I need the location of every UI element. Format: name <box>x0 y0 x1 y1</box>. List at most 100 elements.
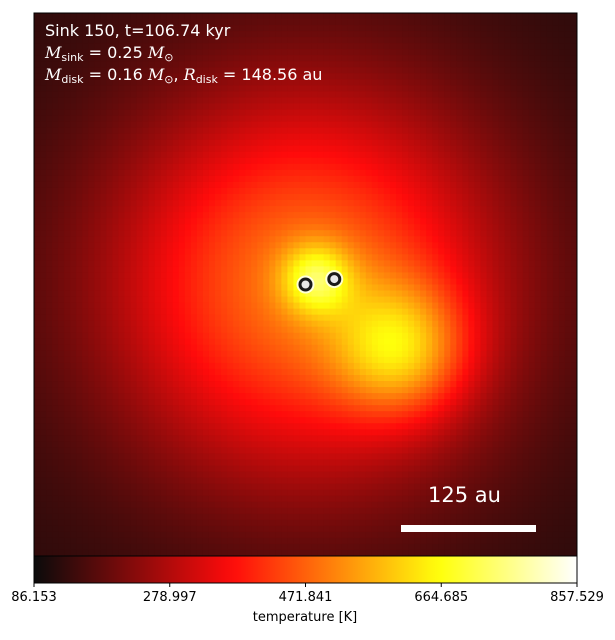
heatmap-cell <box>94 61 101 68</box>
heatmap-cell <box>124 181 132 189</box>
heatmap-cell <box>396 175 403 183</box>
heatmap-cell <box>281 302 288 310</box>
heatmap-cell <box>510 139 518 147</box>
heatmap-cell <box>58 260 65 267</box>
heatmap-cell <box>251 266 258 274</box>
heatmap-cell <box>112 200 120 207</box>
heatmap-cell <box>112 91 120 99</box>
heatmap-cell <box>148 302 156 310</box>
heatmap-cell <box>365 67 373 74</box>
heatmap-cell <box>263 272 270 280</box>
heatmap-cell <box>215 230 222 237</box>
heatmap-cell <box>329 109 337 117</box>
heatmap-cell <box>365 242 373 249</box>
heatmap-cell <box>293 145 301 153</box>
heatmap-cell <box>516 97 524 105</box>
heatmap-cell <box>269 103 276 111</box>
heatmap-cell <box>456 242 463 249</box>
heatmap-cell <box>341 127 349 135</box>
heatmap-cell <box>498 151 506 159</box>
heatmap-cell <box>396 31 403 38</box>
heatmap-cell <box>184 103 192 111</box>
heatmap-cell <box>142 284 150 292</box>
heatmap-cell <box>299 121 307 129</box>
heatmap-cell <box>263 61 270 68</box>
heatmap-cell <box>552 31 560 38</box>
heatmap-cell <box>106 248 114 255</box>
heatmap-cell <box>329 91 337 99</box>
heatmap-cell <box>468 224 476 231</box>
heatmap-cell <box>528 73 536 80</box>
heatmap-cell <box>383 61 391 68</box>
heatmap-cell <box>353 194 361 201</box>
heatmap-cell <box>269 121 276 129</box>
heatmap-cell <box>468 25 476 32</box>
heatmap-cell <box>70 25 77 32</box>
heatmap-cell <box>160 97 168 105</box>
heatmap-cell <box>100 278 107 286</box>
heatmap-cell <box>438 224 445 231</box>
heatmap-cell <box>528 121 536 129</box>
heatmap-cell <box>570 37 577 44</box>
heatmap-cell <box>389 218 397 225</box>
heatmap-cell <box>46 230 53 237</box>
heatmap-cell <box>510 302 518 310</box>
heatmap-cell <box>450 175 457 183</box>
heatmap-cell <box>462 139 469 147</box>
heatmap-cell <box>504 13 512 20</box>
heatmap-cell <box>468 236 476 243</box>
heatmap-cell <box>142 115 150 123</box>
heatmap-cell <box>130 145 138 153</box>
heatmap-cell <box>269 296 276 304</box>
heatmap-cell <box>64 338 71 346</box>
heatmap-cell <box>52 206 59 213</box>
heatmap-cell <box>377 127 385 135</box>
heatmap-cell <box>190 151 198 159</box>
heatmap-cell <box>251 169 258 177</box>
heatmap-cell <box>190 31 198 38</box>
heatmap-cell <box>317 31 325 38</box>
heatmap-cell <box>275 73 282 80</box>
heatmap-cell <box>227 272 234 280</box>
heatmap-cell <box>251 91 258 99</box>
heatmap-cell <box>269 260 276 267</box>
heatmap-cell <box>462 13 469 20</box>
heatmap-cell <box>124 55 132 62</box>
heatmap-cell <box>166 308 174 316</box>
heatmap-cell <box>540 218 548 225</box>
heatmap-cell <box>88 145 95 153</box>
heatmap-cell <box>444 314 451 322</box>
heatmap-cell <box>287 290 295 298</box>
heatmap-cell <box>426 248 433 255</box>
heatmap-cell <box>444 175 451 183</box>
heatmap-cell <box>450 260 457 267</box>
heatmap-cell <box>317 175 325 183</box>
heatmap-cell <box>251 31 258 38</box>
heatmap-cell <box>208 49 216 56</box>
heatmap-cell <box>166 13 174 20</box>
heatmap-cell <box>408 284 415 292</box>
heatmap-cell <box>329 79 337 86</box>
heatmap-cell <box>402 194 409 201</box>
heatmap-cell <box>233 157 240 165</box>
heatmap-cell <box>227 314 234 322</box>
heatmap-cell <box>558 121 566 129</box>
heatmap-cell <box>82 73 89 80</box>
heatmap-cell <box>420 302 427 310</box>
heatmap-cell <box>329 139 337 147</box>
heatmap-cell <box>136 61 144 68</box>
heatmap-cell <box>383 163 391 171</box>
heatmap-cell <box>365 13 373 20</box>
heatmap-cell <box>130 284 138 292</box>
heatmap-cell <box>58 133 65 141</box>
heatmap-cell <box>221 121 228 129</box>
heatmap-cell <box>148 31 156 38</box>
heatmap-cell <box>444 266 451 274</box>
heatmap-cell <box>196 187 204 195</box>
heatmap-cell <box>124 338 132 346</box>
heatmap-cell <box>371 139 379 147</box>
heatmap-cell <box>528 314 536 322</box>
heatmap-cell <box>88 320 95 328</box>
heatmap-cell <box>82 157 89 165</box>
